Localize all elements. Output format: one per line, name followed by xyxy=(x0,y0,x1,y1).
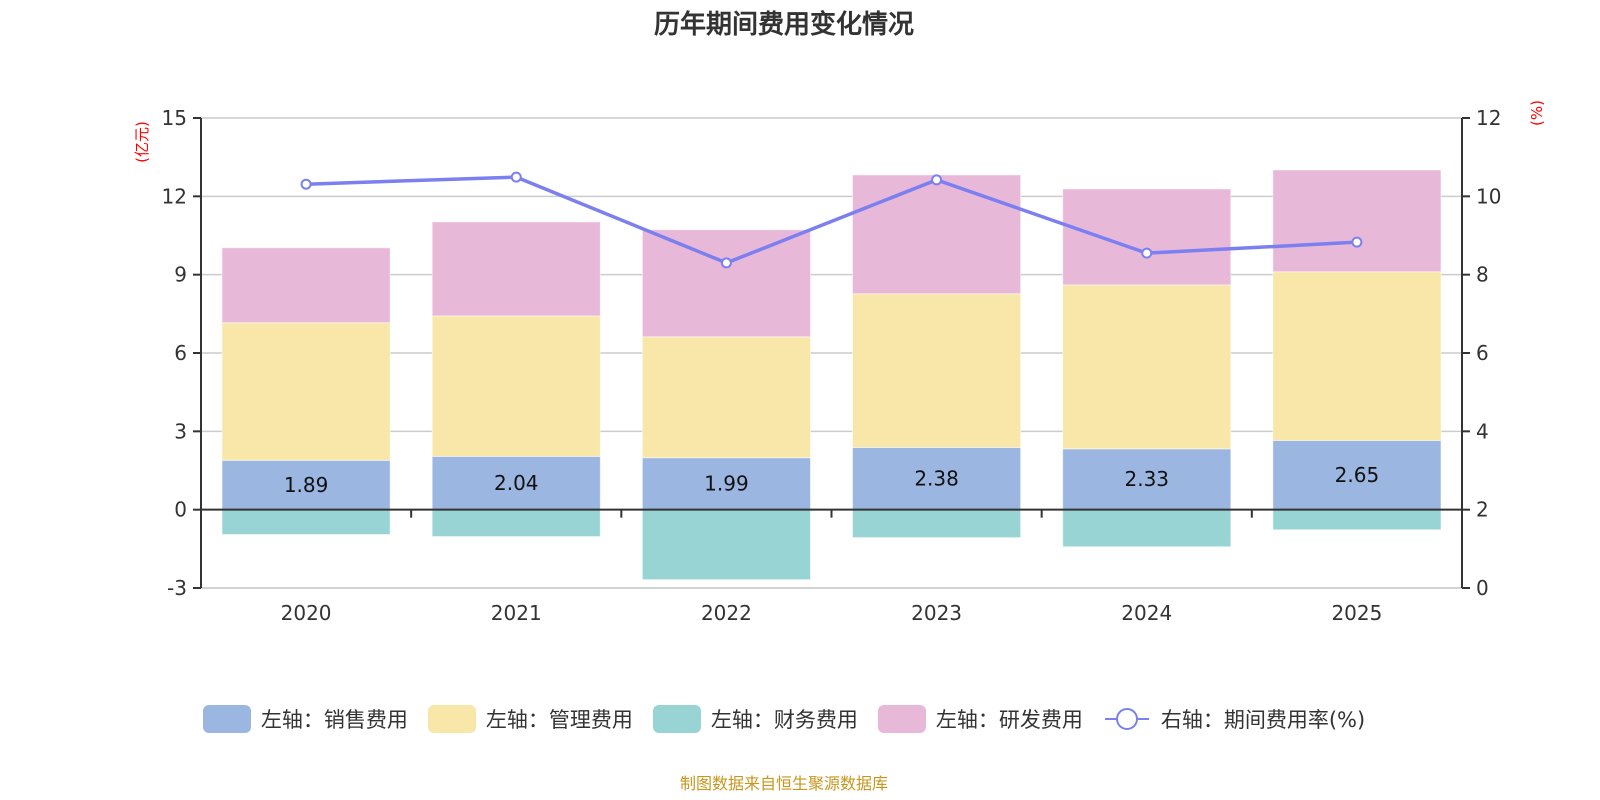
right-axis-tick-label: 6 xyxy=(1476,341,1489,365)
bar-segment-s1-2024 xyxy=(1062,284,1232,450)
bar-segment-s2-2023 xyxy=(852,509,1022,539)
legend-label: 右轴：期间费用率(%) xyxy=(1160,708,1366,732)
legend-label: 左轴：研发费用 xyxy=(935,708,1083,732)
bar-segment-s0-2021 xyxy=(431,455,601,511)
bars xyxy=(221,169,1442,581)
bar-value-label: 2.38 xyxy=(914,467,959,491)
bar-value-label: 1.89 xyxy=(284,473,329,497)
legend-swatch-icon xyxy=(427,705,476,733)
rate-line-point-2021 xyxy=(510,171,522,183)
rate-line-point-2023 xyxy=(931,174,943,186)
bar-value-label: 1.99 xyxy=(704,472,749,496)
legend-swatch-icon xyxy=(202,705,251,733)
bar-value-label: 2.65 xyxy=(1335,463,1380,487)
bar-segment-s0-2024 xyxy=(1062,448,1232,511)
rate-line-path xyxy=(306,175,1358,265)
legend: 左轴：销售费用 左轴：管理费用 左轴：财务费用 左轴：研发费用 右轴：期间费用率(%) xyxy=(0,704,1568,734)
x-axis-category-label: 2025 xyxy=(1331,601,1382,625)
right-axis-tick-label: 12 xyxy=(1476,106,1501,130)
labels: 1.89 2.04 1.99 2.38 2.33 2.65 -3 0 3 6 9 12 15 0 2 4 6 8 1… xyxy=(162,106,1502,625)
bar-segment-s2-2025 xyxy=(1272,509,1442,531)
left-axis-tick-label: 0 xyxy=(174,498,187,522)
left-axis-tick-label: 6 xyxy=(174,341,187,365)
bar-segment-s3-2021 xyxy=(431,221,601,317)
bar-segment-s1-2025 xyxy=(1272,271,1442,441)
right-axis-tick-label: 2 xyxy=(1476,498,1489,522)
legend-swatch-icon xyxy=(652,705,701,733)
legend-label: 左轴：管理费用 xyxy=(485,708,633,732)
bar-value-label: 2.33 xyxy=(1124,467,1169,491)
bar-segment-s1-2020 xyxy=(221,322,391,461)
right-axis-unit: (%) xyxy=(1528,100,1546,126)
legend-item-2[interactable]: 左轴：财务费用 xyxy=(652,704,858,734)
left-axis-tick-label: -3 xyxy=(167,576,187,600)
left-axis-tick-label: 12 xyxy=(162,184,187,208)
chart-title: 历年期间费用变化情况 xyxy=(653,10,914,40)
x-axis-category-label: 2022 xyxy=(701,601,752,625)
bar-segment-s1-2023 xyxy=(852,293,1022,449)
rate-line xyxy=(300,171,1363,269)
left-axis-tick-label: 15 xyxy=(162,106,187,130)
bar-segment-s3-2024 xyxy=(1062,188,1232,286)
x-axis-category-label: 2024 xyxy=(1121,601,1172,625)
right-axis-tick-label: 4 xyxy=(1476,419,1489,443)
bar-segment-s2-2021 xyxy=(431,509,601,538)
axes xyxy=(193,117,1470,589)
bar-segment-s2-2022 xyxy=(641,509,811,581)
right-axis-tick-label: 8 xyxy=(1476,263,1489,287)
legend-item-0[interactable]: 左轴：销售费用 xyxy=(202,704,408,734)
bar-segment-s3-2023 xyxy=(852,174,1022,295)
x-axis-category-label: 2023 xyxy=(911,601,962,625)
legend-label: 左轴：销售费用 xyxy=(260,708,408,732)
bar-segment-s3-2022 xyxy=(641,229,811,338)
x-axis-category-label: 2021 xyxy=(491,601,542,625)
right-axis-tick-label: 0 xyxy=(1476,576,1489,600)
legend-item-3[interactable]: 左轴：研发费用 xyxy=(877,704,1083,734)
x-axis-category-label: 2020 xyxy=(281,601,332,625)
bar-segment-s1-2022 xyxy=(641,336,811,459)
legend-item-4[interactable]: 右轴：期间费用率(%) xyxy=(1103,704,1365,734)
chart-plot: 1.89 2.04 1.99 2.38 2.33 2.65 -3 0 3 6 9 12 15 0 2 4 6 8 1… xyxy=(133,100,1546,625)
legend-line-marker-icon xyxy=(1104,708,1149,730)
grid-lines xyxy=(201,117,1462,589)
bar-segment-s2-2020 xyxy=(221,509,391,535)
legend-swatch-icon xyxy=(877,705,926,733)
bar-value-label: 2.04 xyxy=(494,471,539,495)
bar-segment-s1-2021 xyxy=(431,315,601,457)
data-source-note: 制图数据来自恒生聚源数据库 xyxy=(679,774,888,793)
legend-label: 左轴：财务费用 xyxy=(710,708,858,732)
left-axis-unit: (亿元) xyxy=(133,121,151,163)
legend-item-1[interactable]: 左轴：管理费用 xyxy=(427,704,633,734)
rate-line-point-2024 xyxy=(1141,247,1153,259)
bar-segment-s3-2020 xyxy=(221,247,391,324)
left-axis-tick-label: 3 xyxy=(174,419,187,443)
bar-segment-s0-2023 xyxy=(852,447,1022,511)
right-axis-tick-label: 10 xyxy=(1476,184,1501,208)
bar-segment-s2-2024 xyxy=(1062,509,1232,548)
rate-line-point-2025 xyxy=(1351,236,1363,248)
rate-line-point-2022 xyxy=(720,257,732,269)
bar-segment-s0-2025 xyxy=(1272,439,1442,511)
left-axis-tick-label: 9 xyxy=(174,263,187,287)
bar-segment-s3-2025 xyxy=(1272,169,1442,273)
rate-line-point-2020 xyxy=(300,178,312,190)
